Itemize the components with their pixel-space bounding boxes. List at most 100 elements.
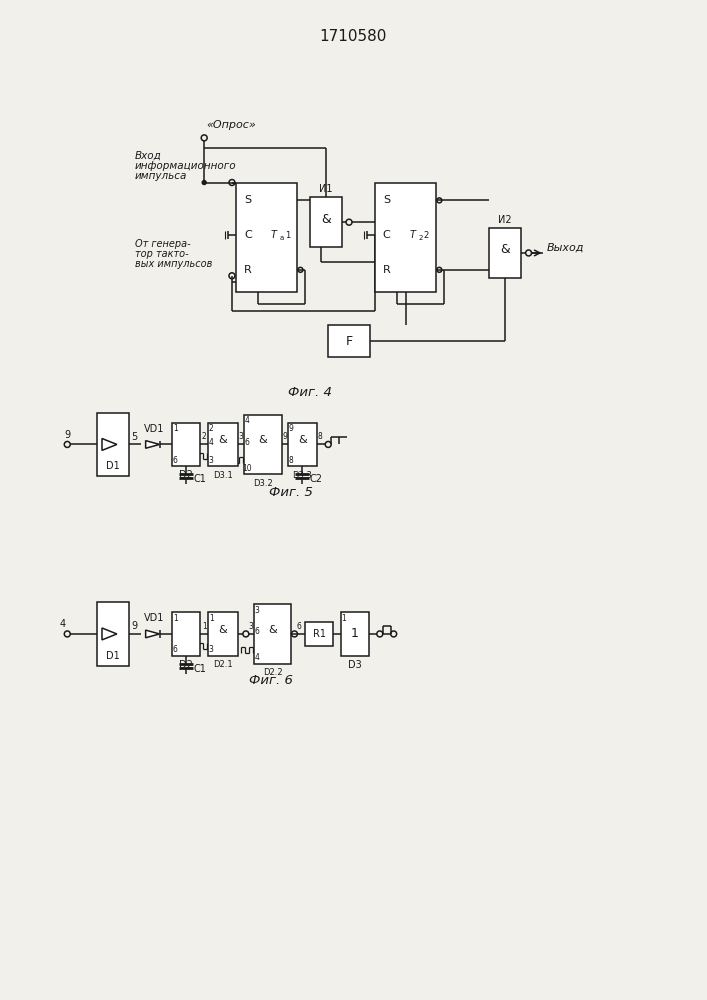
Bar: [236, 183, 298, 292]
Text: 6: 6: [173, 645, 178, 654]
Text: R: R: [244, 265, 252, 275]
Bar: [375, 183, 436, 292]
Text: 1: 1: [351, 627, 359, 640]
Text: 4: 4: [255, 653, 259, 662]
Text: R1: R1: [312, 629, 326, 639]
Text: 6: 6: [255, 627, 259, 636]
Text: 1710580: 1710580: [320, 29, 387, 44]
Text: 6: 6: [245, 438, 250, 447]
Text: a: a: [279, 235, 284, 241]
Text: Фиг. 5: Фиг. 5: [269, 486, 312, 499]
Text: 1: 1: [341, 614, 346, 623]
Text: информационного: информационного: [135, 161, 236, 171]
Text: 3: 3: [255, 606, 259, 615]
Text: 1: 1: [173, 614, 177, 623]
Text: D2.2: D2.2: [263, 668, 283, 677]
Text: S: S: [383, 195, 390, 205]
Bar: [244, 415, 281, 474]
Text: От генера-: От генера-: [135, 239, 190, 249]
Text: 3: 3: [248, 622, 253, 631]
Text: F: F: [346, 335, 353, 348]
Text: R: R: [383, 265, 390, 275]
Text: 2: 2: [423, 231, 429, 240]
Text: тор такто-: тор такто-: [135, 249, 188, 259]
Text: 8: 8: [318, 432, 322, 441]
Text: Выход: Выход: [547, 243, 584, 253]
Text: C: C: [383, 230, 390, 240]
Text: 4: 4: [209, 438, 214, 447]
Bar: [288, 423, 317, 466]
Bar: [173, 612, 200, 656]
Text: T: T: [271, 230, 276, 240]
Text: 3: 3: [209, 645, 214, 654]
Text: 6: 6: [173, 456, 178, 465]
Text: 2: 2: [419, 235, 423, 241]
Text: &: &: [500, 243, 510, 256]
Text: 1: 1: [209, 614, 214, 623]
Text: D3.1: D3.1: [213, 471, 233, 480]
Text: 1: 1: [285, 231, 290, 240]
Text: VD1: VD1: [144, 613, 165, 623]
Text: И2: И2: [498, 215, 512, 225]
Bar: [254, 604, 291, 664]
Text: &: &: [258, 435, 267, 445]
Text: вых импульсов: вых импульсов: [135, 259, 212, 269]
Text: 9: 9: [282, 432, 287, 441]
Text: D3.2: D3.2: [253, 479, 273, 488]
Text: 4: 4: [59, 619, 65, 629]
Text: 9: 9: [132, 621, 138, 631]
Text: C2: C2: [310, 474, 323, 484]
Text: 9: 9: [64, 430, 70, 440]
Text: D2: D2: [180, 470, 193, 480]
Text: 4: 4: [245, 416, 250, 425]
Text: D2: D2: [180, 660, 193, 670]
Bar: [97, 413, 129, 476]
Bar: [173, 423, 200, 466]
Polygon shape: [102, 628, 117, 640]
Text: И1: И1: [320, 184, 333, 194]
Text: 3: 3: [209, 456, 214, 465]
Text: D2.1: D2.1: [214, 660, 233, 669]
Text: 3: 3: [238, 432, 243, 441]
Polygon shape: [102, 438, 117, 450]
Text: D1: D1: [106, 461, 119, 471]
Text: C: C: [244, 230, 252, 240]
Text: 10: 10: [242, 464, 252, 473]
Text: &: &: [298, 435, 307, 445]
Bar: [305, 622, 333, 646]
Text: «Опрос»: «Опрос»: [206, 120, 256, 130]
Text: D3: D3: [348, 660, 362, 670]
Text: 8: 8: [288, 456, 293, 465]
Text: 1: 1: [201, 622, 206, 631]
Text: 1: 1: [173, 424, 177, 433]
Text: &: &: [218, 625, 228, 635]
Text: 6: 6: [297, 622, 302, 631]
Bar: [208, 423, 238, 466]
Text: C1: C1: [194, 474, 206, 484]
Text: 2: 2: [201, 432, 206, 441]
Text: VD1: VD1: [144, 424, 165, 434]
Bar: [310, 197, 342, 247]
Bar: [341, 612, 369, 656]
Bar: [328, 325, 370, 357]
Polygon shape: [146, 441, 160, 448]
Text: D3.3: D3.3: [293, 471, 312, 480]
Text: Фиг. 6: Фиг. 6: [249, 674, 293, 687]
Text: импульса: импульса: [135, 171, 187, 181]
Text: T: T: [409, 230, 416, 240]
Polygon shape: [146, 630, 160, 638]
Text: D1: D1: [106, 651, 119, 661]
Text: 9: 9: [288, 424, 293, 433]
Circle shape: [202, 181, 206, 184]
Bar: [208, 612, 238, 656]
Text: &: &: [322, 213, 331, 226]
Bar: [489, 228, 520, 278]
Text: &: &: [218, 435, 228, 445]
Text: C1: C1: [194, 664, 206, 674]
Text: &: &: [268, 625, 277, 635]
Text: 2: 2: [209, 424, 214, 433]
Text: S: S: [245, 195, 252, 205]
Text: Фиг. 4: Фиг. 4: [288, 386, 332, 399]
Text: 5: 5: [132, 432, 138, 442]
Bar: [97, 602, 129, 666]
